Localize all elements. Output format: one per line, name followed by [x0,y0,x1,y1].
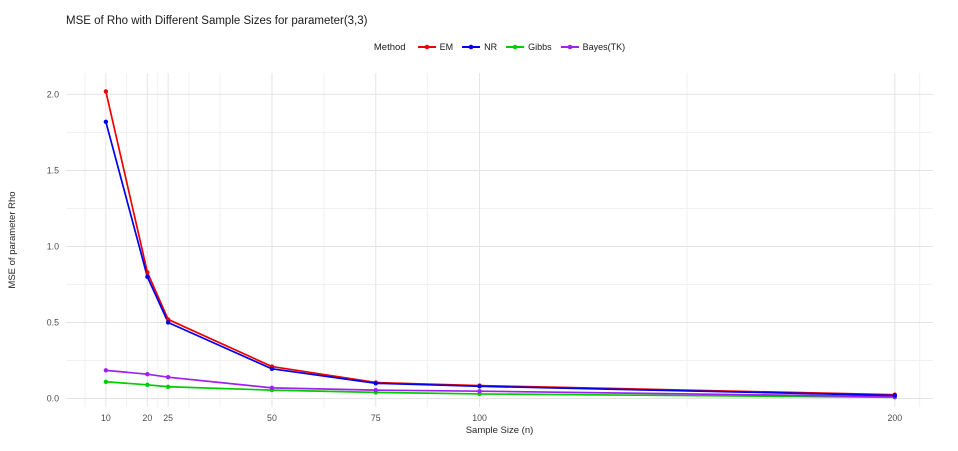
y-tick-label: 0.5 [47,317,59,327]
legend-item-Gibbs: Gibbs [506,42,552,52]
series-point-Bayes(TK) [269,385,275,391]
series-line-EM [105,91,895,396]
y-tick-label: 2.0 [47,89,59,99]
chart-title: MSE of Rho with Different Sample Sizes f… [66,15,368,27]
legend-items: EM NR Gibbs Bayes(TK) [417,42,626,52]
legend: Method EM NR Gibbs Bayes(TK) [66,39,933,55]
series-point-NR [165,320,171,325]
series-point-NR [145,274,150,280]
series-point-NR [103,119,109,125]
x-tick-label: 50 [267,413,277,423]
series-point-Bayes(TK) [165,375,171,380]
y-tick-label: 1.0 [47,241,59,251]
series-point-Gibbs [103,379,109,384]
series-point-Bayes(TK) [145,371,150,377]
series-point-Gibbs [165,384,171,389]
legend-key-icon [506,44,525,50]
series-point-EM [145,270,150,275]
legend-key-icon [462,44,481,50]
series-point-Bayes(TK) [477,388,482,394]
legend-label: EM [439,42,454,52]
y-tick-label: 0.0 [47,393,59,403]
series-point-Bayes(TK) [103,368,109,373]
series-point-EM [165,317,171,322]
series-point-NR [269,366,275,372]
x-tick-label: 200 [887,413,902,423]
series-point-NR [477,384,482,389]
series-point-NR [373,381,378,386]
legend-item-Bayes(TK): Bayes(TK) [560,42,626,52]
x-tick-label: 75 [371,413,381,423]
x-tick-label: 25 [163,413,173,423]
legend-key-icon [417,44,436,50]
x-tick-label: 100 [472,413,487,423]
y-axis-title: MSE of parameter Rho [7,191,18,288]
y-tick-label: 1.5 [47,165,59,175]
legend-title: Method [373,41,406,53]
legend-label: Gibbs [528,42,552,52]
x-tick-label: 10 [101,413,111,423]
series-point-EM [103,89,109,94]
legend-key-icon [560,44,579,50]
series-point-NR [892,393,897,398]
series-point-Bayes(TK) [373,387,378,393]
legend-item-NR: NR [462,42,497,52]
x-tick-label: 20 [142,413,152,423]
legend-label: Bayes(TK) [582,42,626,52]
series-point-Gibbs [145,382,150,388]
legend-label: NR [484,42,498,52]
x-axis-title: Sample Size (n) [466,425,534,436]
legend-item-EM: EM [417,42,454,52]
series-line-NR [105,121,895,397]
